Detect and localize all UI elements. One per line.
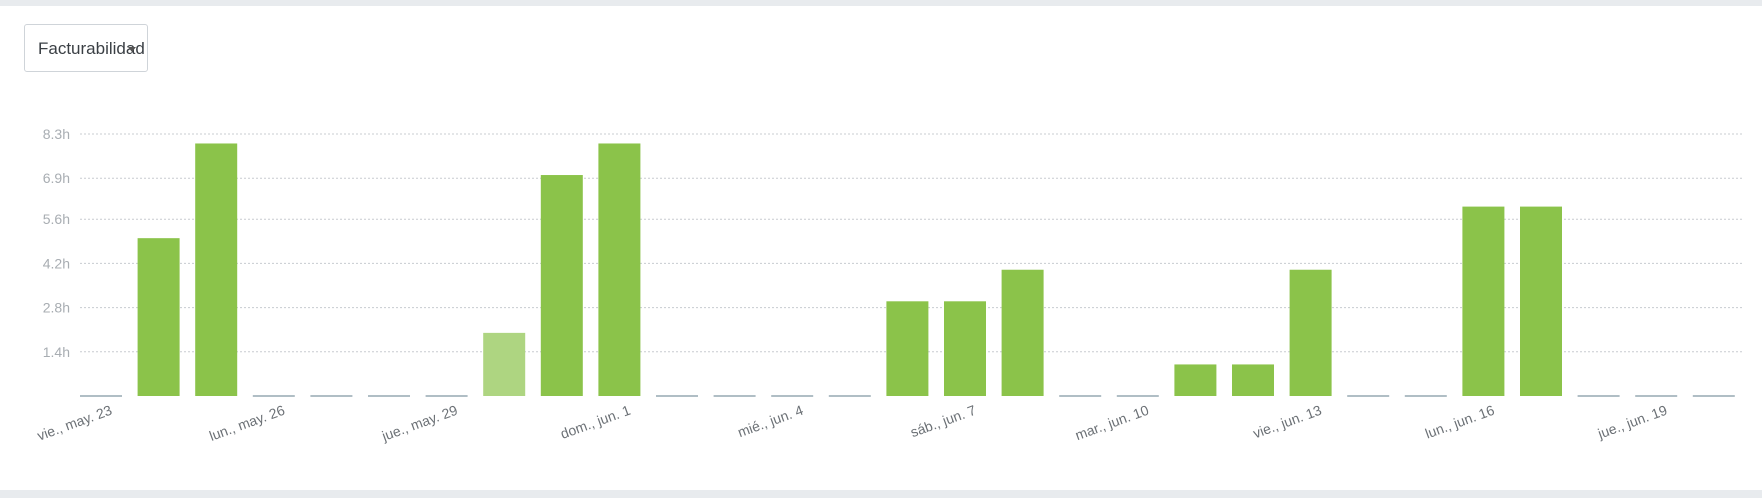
bar[interactable] [425,395,468,397]
x-tick-label: jue., jun. 19 [1595,402,1670,442]
bar[interactable] [713,395,756,397]
x-tick-label: mar., jun. 10 [1073,402,1151,443]
chevron-down-icon [128,47,136,52]
y-tick-label: 1.4h [43,344,70,360]
bar[interactable] [1520,206,1562,396]
y-tick-label: 6.9h [43,170,70,186]
x-tick-label: lun., jun. 16 [1423,402,1497,442]
bar[interactable] [1404,395,1447,397]
bar[interactable] [886,301,929,396]
bar[interactable] [137,238,180,396]
bar[interactable] [540,175,583,396]
y-tick-label: 8.3h [43,126,70,142]
x-tick-label: mié., jun. 4 [735,402,805,441]
x-tick-label: lun., may. 26 [207,402,287,444]
bar[interactable] [1232,364,1274,396]
bar[interactable] [656,395,698,397]
bar[interactable] [1347,395,1390,397]
bar[interactable] [1289,269,1332,396]
bar[interactable] [483,332,526,396]
bar[interactable] [80,395,122,397]
bar[interactable] [598,143,641,396]
filter-select-label: Facturabilidad [38,39,145,58]
top-border [0,0,1762,6]
bar[interactable] [368,395,410,397]
chart-panel: Facturabilidad 1.4h 2.8h 4.2h 5.6h 6.9h 8.3h v… [0,6,1762,490]
bar[interactable] [1174,364,1217,396]
x-tick-label: vie., jun. 13 [1251,402,1324,442]
bar[interactable] [252,395,295,397]
y-tick-label: 4.2h [43,255,70,271]
bar[interactable] [1577,395,1620,397]
x-tick-label: vie., may. 23 [35,402,114,444]
bar[interactable] [1001,269,1044,396]
bar[interactable] [1116,395,1159,397]
bar[interactable] [828,395,871,397]
bar[interactable] [310,395,353,397]
filter-select[interactable]: Facturabilidad [24,24,148,72]
bar[interactable] [195,143,238,396]
bar[interactable] [1462,206,1505,396]
bar[interactable] [1635,395,1678,397]
x-tick-label: jue., may. 29 [379,402,460,445]
bar[interactable] [771,395,814,397]
x-tick-label: sáb., jun. 7 [908,402,978,441]
x-tick-label: dom., jun. 1 [558,402,632,442]
bar[interactable] [1059,395,1102,397]
bar-chart: 1.4h 2.8h 4.2h 5.6h 6.9h 8.3h vie., may. 23 lun… [35,126,1742,445]
y-tick-label: 5.6h [43,211,70,227]
bar[interactable] [1692,395,1735,397]
y-tick-label: 2.8h [43,300,70,316]
bar[interactable] [944,301,986,396]
